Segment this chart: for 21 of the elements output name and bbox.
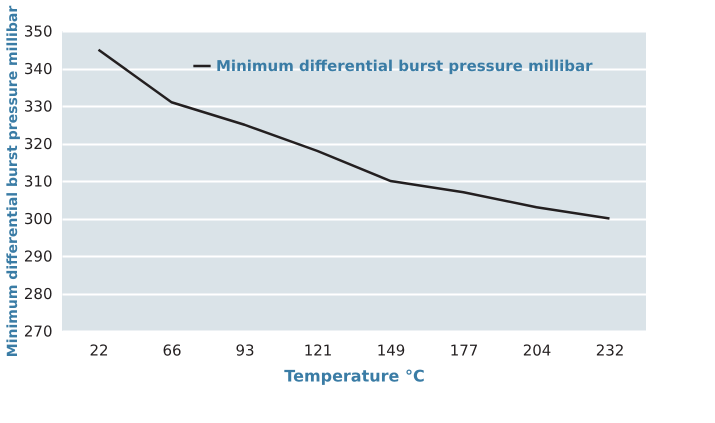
y-tick-label: 270 [24, 322, 52, 340]
x-tick-label: 66 [162, 342, 182, 360]
x-tick-label: 177 [450, 342, 478, 360]
x-tick-label: 93 [235, 342, 255, 360]
x-axis-title: Temperature °C [284, 366, 425, 386]
y-tick-label: 300 [24, 210, 52, 228]
y-tick-label: 320 [24, 135, 52, 153]
y-tick-label: 330 [24, 98, 52, 116]
y-tick-label: 350 [24, 22, 52, 40]
x-tick-label: 22 [89, 342, 109, 360]
line-series [97, 48, 611, 220]
x-tick-label: 232 [596, 342, 624, 360]
y-tick-label: 280 [24, 285, 52, 303]
y-tick-label: 310 [24, 172, 52, 190]
y-tick-label: 290 [24, 248, 52, 266]
x-tick-label: 121 [304, 342, 332, 360]
y-tick-label: 340 [24, 60, 52, 78]
x-tick-label: 204 [522, 342, 552, 360]
y-axis-title: Minimum differential burst pressure millibar [4, 6, 21, 358]
legend-label: Minimum differential burst pressure millibar [216, 57, 594, 75]
x-tick-label: 149 [376, 342, 406, 360]
